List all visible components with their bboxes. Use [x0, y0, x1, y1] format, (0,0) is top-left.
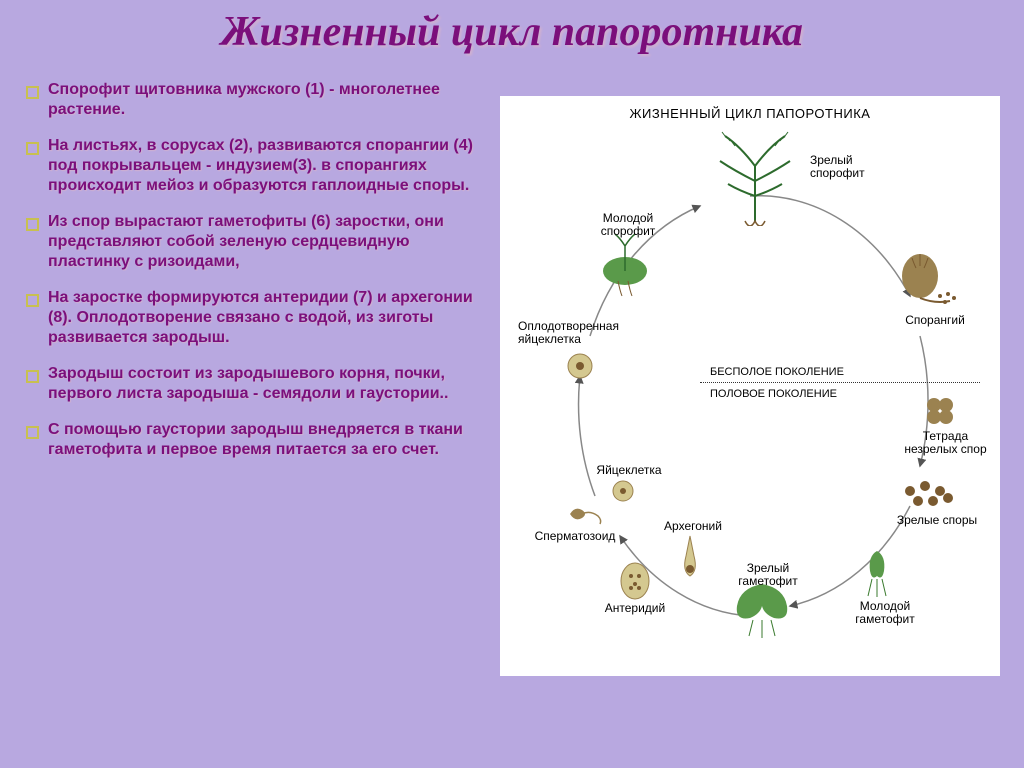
bullet-item: На заростке формируются антеридии (7) и … — [26, 288, 476, 348]
slide: Жизненный цикл папоротника Спорофит щито… — [0, 0, 1024, 768]
sperm-icon — [560, 496, 605, 531]
asexual-gen-label: БЕСПОЛОЕ ПОКОЛЕНИЕ — [710, 366, 844, 378]
mature-spores-label: Зрелые споры — [892, 514, 982, 527]
egg-icon — [608, 476, 638, 506]
bullet-item: Зародыш состоит из зародышевого корня, п… — [26, 364, 476, 404]
mature-spores-icon — [900, 476, 960, 516]
sexual-gen-label: ПОЛОВОЕ ПОКОЛЕНИЕ — [710, 388, 837, 400]
archegonium-label: Архегоний — [658, 520, 728, 533]
bullet-list: Спорофит щитовника мужского (1) - многол… — [26, 80, 476, 476]
fertilized-egg-label: Оплодотворенная яйцеклетка — [518, 320, 638, 346]
bullet-item: С помощью гаустории зародыш внедряется в… — [26, 420, 476, 460]
bullet-item: Из спор вырастают гаметофиты (6) заростк… — [26, 212, 476, 272]
diagram-title: ЖИЗНЕННЫЙ ЦИКЛ ПАПОРОТНИКА — [500, 106, 1000, 121]
young-gametophyte-label: Молодой гаметофит — [845, 600, 925, 626]
slide-title: Жизненный цикл папоротника — [0, 8, 1024, 56]
generation-divider — [700, 382, 980, 383]
sperm-label: Сперматозоид — [530, 530, 620, 543]
tetrad-icon — [920, 391, 960, 431]
archegonium-icon — [670, 531, 710, 581]
bullet-item: Спорофит щитовника мужского (1) - многол… — [26, 80, 476, 120]
mature-gametophyte-label: Зрелый гаметофит — [728, 562, 808, 588]
tetrad-label: Тетрада незрелых спор — [898, 430, 993, 456]
antheridium-icon — [615, 556, 655, 601]
young-sporophyte-label: Молодой спорофит — [588, 212, 668, 238]
mature-sporophyte-icon — [700, 126, 810, 226]
egg-label: Яйцеклетка — [594, 464, 664, 477]
sporangium-icon — [890, 246, 970, 316]
sporangium-label: Спорангий — [900, 314, 970, 327]
fertilized-egg-icon — [560, 346, 600, 386]
young-gametophyte-icon — [850, 541, 905, 601]
mature-sporophyte-label: Зрелый спорофит — [810, 154, 880, 180]
bullet-item: На листьях, в сорусах (2), развиваются с… — [26, 136, 476, 196]
life-cycle-diagram: ЖИЗНЕННЫЙ ЦИКЛ ПАПОРОТНИКА Зрелый спороф… — [500, 96, 1000, 676]
antheridium-label: Антеридий — [600, 602, 670, 615]
